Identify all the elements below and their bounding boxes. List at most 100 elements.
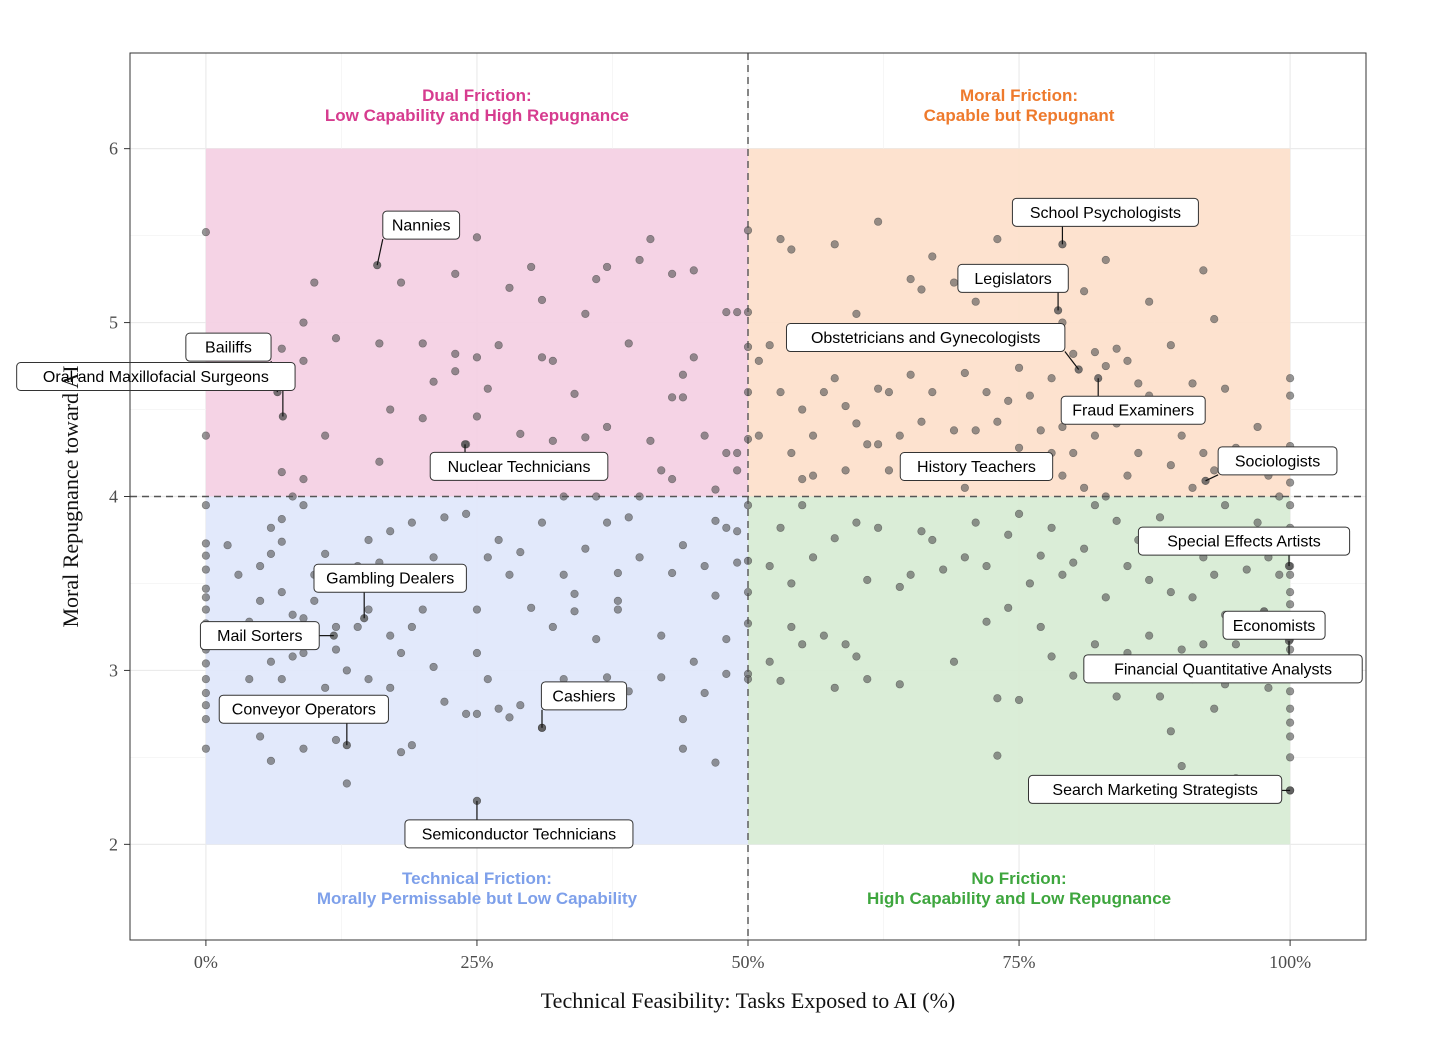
data-point: [841, 466, 850, 475]
data-point: [722, 448, 731, 458]
data-point: [668, 393, 677, 402]
data-point: [668, 269, 677, 278]
data-point: [863, 575, 872, 585]
data-point: [798, 501, 807, 510]
data-point: [743, 226, 753, 235]
data-point: [1004, 396, 1013, 405]
data-point: [993, 417, 1002, 426]
data-point: [1069, 558, 1078, 567]
data-point: [256, 596, 265, 605]
data-point: [743, 388, 753, 397]
label-box: [957, 263, 1069, 293]
x-tick-label: 25%: [460, 952, 493, 972]
data-point: [299, 475, 308, 484]
data-point: [678, 715, 688, 724]
quadrant-dual-title-line1: Dual Friction:: [422, 86, 532, 105]
label-box: [404, 819, 634, 849]
data-point: [1004, 603, 1013, 612]
data-point: [613, 568, 622, 578]
data-point: [808, 431, 818, 440]
data-point: [765, 657, 774, 666]
x-tick-label: 100%: [1269, 952, 1311, 972]
data-point: [1155, 513, 1165, 522]
data-point: [852, 652, 861, 661]
data-point: [1090, 640, 1100, 649]
data-point: [602, 262, 612, 272]
data-point: [1123, 471, 1132, 480]
data-point: [1014, 509, 1024, 518]
data-point: [863, 440, 872, 449]
data-point: [407, 741, 416, 750]
label-text: Mail Sorters: [217, 628, 302, 645]
data-point: [1199, 640, 1208, 649]
data-point: [592, 274, 601, 284]
data-point: [1210, 570, 1219, 579]
data-point: [548, 356, 557, 365]
data-point: [277, 537, 286, 546]
data-point: [299, 614, 308, 623]
data-point: [754, 431, 763, 440]
data-point: [277, 468, 286, 477]
data-point: [646, 234, 655, 244]
data-point: [472, 605, 482, 614]
data-point: [462, 509, 471, 518]
data-point: [743, 675, 753, 684]
data-point: [1177, 645, 1186, 654]
data-point: [906, 570, 915, 579]
data-point: [1275, 570, 1284, 579]
axes: 0% 25% 50% 75% 100% 2 3 4 5 6 Technical Feasibilit…: [58, 139, 1311, 1013]
data-point: [256, 732, 265, 741]
data-point: [1101, 361, 1110, 371]
data-point: [277, 588, 286, 597]
data-point: [581, 309, 590, 318]
data-point: [602, 518, 612, 527]
label-box: [1222, 610, 1326, 640]
data-point: [364, 605, 373, 614]
data-point: [277, 344, 286, 353]
data-point: [201, 565, 210, 574]
data-point: [700, 431, 709, 440]
data-point: [288, 610, 297, 619]
data-point: [266, 523, 276, 532]
data-point: [689, 657, 698, 666]
data-point: [700, 561, 709, 571]
data-point: [1080, 544, 1089, 553]
data-point: [462, 709, 471, 719]
data-point: [1199, 266, 1208, 275]
label-text: School Psychologists: [1030, 205, 1181, 222]
data-point: [678, 370, 688, 379]
data-point: [895, 582, 904, 592]
data-point: [1253, 422, 1262, 432]
data-point: [830, 683, 839, 692]
data-point: [928, 535, 937, 545]
data-point: [722, 635, 731, 644]
data-point: [1123, 356, 1132, 365]
data-point: [418, 339, 427, 348]
x-tick-label: 50%: [732, 952, 765, 972]
label-box: [1083, 654, 1363, 684]
label-box: [199, 621, 320, 651]
data-point: [776, 234, 785, 244]
data-point: [299, 318, 308, 327]
data-point: [245, 675, 254, 684]
data-point: [874, 217, 883, 226]
data-point: [234, 570, 243, 579]
x-tick-label: 0%: [194, 952, 218, 972]
data-point: [1210, 315, 1219, 324]
label-box: [1011, 197, 1199, 227]
label-box: [382, 210, 461, 240]
data-point: [1025, 391, 1034, 400]
data-point: [635, 553, 644, 562]
data-point: [722, 669, 731, 679]
data-point: [256, 561, 265, 571]
quadrant-technical-title-line2: Morally Permissable but Low Capability: [317, 889, 638, 908]
data-point: [331, 645, 341, 654]
data-point: [342, 779, 351, 788]
data-point: [982, 617, 991, 626]
data-point: [1036, 551, 1045, 560]
data-point: [1155, 692, 1165, 701]
data-point: [201, 501, 210, 510]
data-point: [548, 436, 557, 445]
data-point: [375, 457, 384, 466]
data-point: [678, 744, 688, 753]
